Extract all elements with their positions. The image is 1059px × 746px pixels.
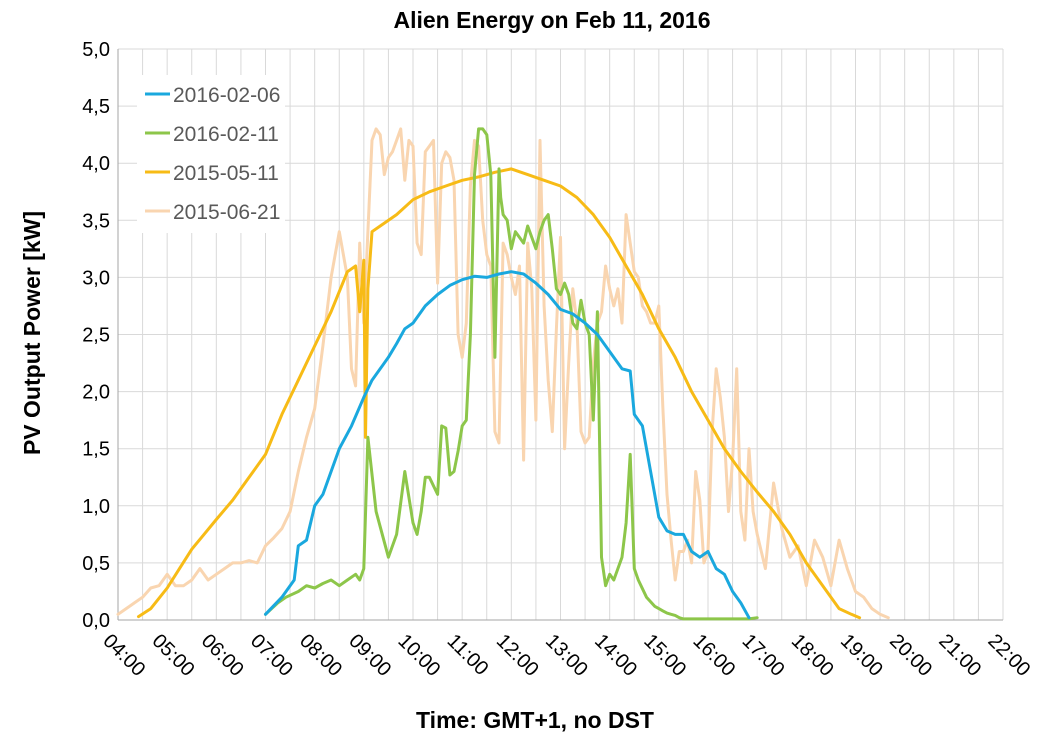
x-axis-label: Time: GMT+1, no DST	[416, 707, 654, 733]
y-tick-label: 3,0	[82, 267, 110, 289]
y-tick-label: 0,5	[82, 553, 110, 575]
series-line-2015-05-11	[137, 167, 862, 620]
legend-background	[137, 75, 285, 233]
y-tick-label: 5,0	[82, 39, 110, 61]
legend-entry: 2015-06-21	[173, 201, 280, 224]
y-axis-label: PV Output Power [kW]	[19, 211, 45, 455]
chart-title: Alien Energy on Feb 11, 2016	[393, 7, 710, 33]
legend-entry: 2016-02-11	[173, 123, 279, 146]
legend: 2016-02-06 2016-02-11 2015-05-11 2015-06-21	[137, 75, 285, 233]
y-tick-label: 3,5	[82, 210, 110, 232]
y-tick-label: 1,5	[82, 439, 110, 461]
series-line-2016-02-06	[264, 270, 751, 620]
y-tick-label: 2,0	[82, 382, 110, 404]
legend-entry: 2015-05-11	[173, 162, 279, 185]
y-tick-label: 1,0	[82, 496, 110, 518]
y-tick-label: 2,5	[82, 325, 110, 347]
legend-entry: 2016-02-06	[173, 84, 280, 107]
axes	[117, 49, 1003, 621]
y-tick-label: 4,0	[82, 153, 110, 175]
y-tick-labels: 0,0 0,5 1,0 1,5 2,0 2,5 3,0 3,5 4,0 4,5 5,0	[82, 39, 110, 632]
series-line-2016-02-11	[264, 127, 759, 621]
series-layer	[116, 127, 890, 621]
y-tick-label: 4,5	[82, 96, 110, 118]
y-tick-label: 0,0	[82, 610, 110, 632]
series-line-2015-06-21	[116, 127, 890, 620]
